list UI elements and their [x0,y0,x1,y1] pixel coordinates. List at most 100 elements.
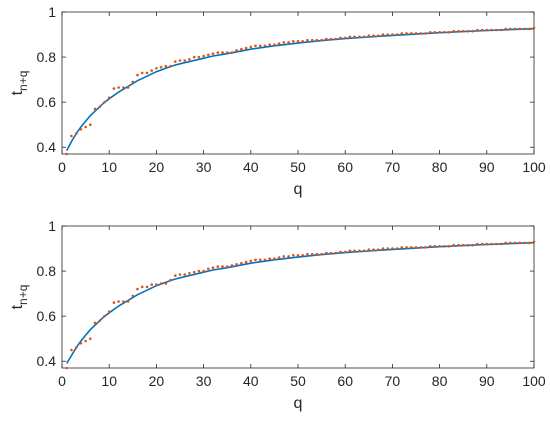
data-point [117,86,120,89]
data-point [339,36,342,40]
data-point [513,27,517,31]
data-point [178,273,182,276]
data-point [244,46,248,50]
data-point [169,278,172,282]
data-point [424,246,427,249]
data-point [117,300,120,303]
data-point [103,100,106,104]
data-point [188,272,191,275]
data-point [183,59,186,62]
data-point [145,285,149,289]
data-point [532,240,536,244]
data-point [433,31,437,34]
y-axis-label-main: t [9,304,26,309]
data-point [509,27,512,31]
data-point [273,43,276,46]
data-point [419,32,423,35]
data-point [358,249,361,253]
x-tick-label: 60 [337,373,353,389]
data-point [188,58,191,61]
data-point [216,265,220,268]
x-tick-label: 30 [196,373,212,389]
data-point [183,273,186,276]
data-point [230,264,234,267]
x-tick-label: 90 [479,373,495,389]
data-point [443,245,446,248]
data-point [476,28,479,32]
data-point [428,31,432,34]
data-point [381,247,385,250]
x-tick-label: 10 [101,373,117,389]
data-point [395,33,399,36]
x-tick-label: 90 [479,159,495,175]
data-point [362,249,366,253]
data-point [367,248,371,251]
x-tick-label: 20 [149,159,165,175]
data-point [192,55,196,59]
data-point [471,243,474,247]
data-point [362,35,366,39]
data-point [353,35,356,39]
data-point [65,366,68,370]
data-point [202,269,205,273]
data-point [155,283,158,286]
x-tick-label: 20 [149,373,165,389]
data-point [348,249,352,253]
data-point [386,247,390,250]
data-point [513,241,517,245]
data-point [249,45,253,49]
data-point [174,60,177,63]
data-point [98,105,102,108]
data-point [169,64,172,68]
data-point [254,258,257,262]
data-point [410,32,413,35]
data-point [367,34,371,37]
data-point [174,274,177,277]
data-point [499,242,503,246]
data-point [244,260,248,264]
data-point [410,246,413,249]
data-point [329,251,333,255]
data-point [89,337,92,341]
data-point [400,246,404,249]
data-point [282,41,286,44]
x-tick-label: 100 [522,159,546,175]
data-point [131,294,135,298]
data-point [131,80,135,84]
data-point [235,263,238,266]
data-point [258,258,262,262]
data-point [93,321,97,325]
data-point [258,44,262,48]
data-point [452,243,456,247]
data-point [140,71,144,75]
chart-bottom: 0 10 20 30 40 50 60 70 80 90 100 0.4 0.6 0.8 1 q tn+q [9,218,546,412]
data-point [207,53,210,57]
data-point [433,245,437,248]
data-point [155,67,158,70]
data-point [457,29,460,33]
data-point [178,59,182,62]
data-point [391,247,394,250]
data-point [372,248,375,251]
data-point [301,40,305,43]
data-point [197,269,201,273]
data-point [254,44,257,48]
data-point [509,241,512,245]
data-point [277,42,281,45]
data-point [466,29,470,33]
data-point [480,28,484,32]
data-point [494,242,498,246]
data-point [391,33,394,36]
data-point [405,246,408,249]
data-point [532,26,536,30]
data-point [225,265,229,268]
data-point [310,252,314,256]
y-tick-label: 0.8 [37,263,57,279]
x-tick-label: 50 [290,373,306,389]
data-point [301,254,305,257]
data-point [447,245,451,248]
series-line [66,241,535,364]
x-tick-label: 80 [432,373,448,389]
data-point [490,28,493,32]
